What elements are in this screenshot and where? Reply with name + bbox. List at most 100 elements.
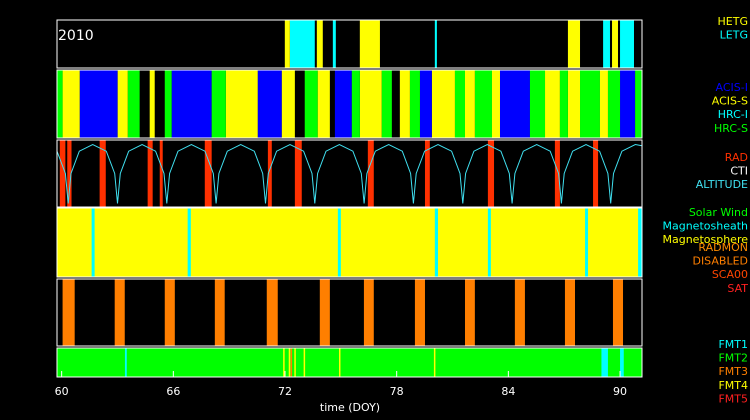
- interval-band: [559, 70, 568, 138]
- interval-band: [62, 279, 75, 346]
- legend-label: SAT: [727, 282, 748, 295]
- x-tick-label: 60: [55, 385, 69, 398]
- interval-band: [284, 20, 290, 68]
- interval-band: [257, 70, 282, 138]
- interval-band: [414, 279, 425, 346]
- interval-band: [580, 70, 600, 138]
- panel-frame: [56, 19, 643, 69]
- interval-band: [149, 70, 155, 138]
- interval-band: [585, 208, 589, 277]
- interval-band: [487, 208, 491, 277]
- interval-band: [164, 279, 175, 346]
- x-tick-label: 66: [166, 385, 180, 398]
- legend-label: Magnetosphere: [663, 233, 749, 246]
- legend-label: Magnetosheath: [663, 220, 749, 233]
- panel-frame: [56, 69, 643, 139]
- interval-band: [635, 70, 642, 138]
- interval-band: [164, 70, 172, 138]
- interval-band: [612, 279, 624, 346]
- interval-band: [266, 279, 278, 346]
- interval-band: [529, 70, 546, 138]
- legend-label: ALTITUDE: [696, 178, 748, 191]
- interval-band: [337, 208, 341, 277]
- interval-band: [593, 140, 599, 207]
- interval-band: [409, 70, 420, 138]
- interval-band: [159, 140, 163, 207]
- legend-label: HRC-S: [714, 122, 748, 135]
- x-axis-title: time (DOY): [320, 401, 380, 414]
- panel-frame: [56, 139, 643, 208]
- interval-band: [211, 70, 226, 138]
- interval-band: [545, 70, 560, 138]
- interval-band: [464, 279, 475, 346]
- interval-band: [399, 70, 410, 138]
- interval-band: [62, 70, 80, 138]
- interval-band: [567, 70, 581, 138]
- interval-band: [316, 20, 323, 68]
- plot-layer: [56, 20, 643, 377]
- year-label: 2010: [58, 28, 94, 44]
- x-tick-label: 84: [501, 385, 515, 398]
- interval-band: [499, 70, 530, 138]
- interval-band: [603, 20, 610, 68]
- legend-label: ACIS-I: [716, 81, 748, 94]
- interval-band: [99, 140, 106, 207]
- interval-band: [127, 70, 140, 138]
- interval-band: [304, 70, 318, 138]
- interval-band: [487, 140, 495, 207]
- legend-label: CTI: [730, 165, 748, 178]
- legend-label: Solar Wind: [689, 206, 748, 219]
- interval-band: [171, 70, 212, 138]
- interval-band: [620, 20, 634, 68]
- interval-band: [601, 348, 608, 377]
- interval-band: [214, 279, 225, 346]
- interval-band: [294, 348, 296, 377]
- interval-band: [338, 348, 341, 377]
- interval-band: [67, 140, 72, 207]
- interval-band: [317, 70, 330, 138]
- interval-band: [59, 140, 66, 207]
- interval-band: [359, 20, 380, 68]
- interval-band: [567, 20, 581, 68]
- interval-band: [124, 348, 127, 377]
- panel-background: [57, 279, 642, 346]
- legend-label: HRC-I: [718, 108, 748, 121]
- legend-label: LETG: [720, 29, 748, 42]
- interval-band: [290, 348, 293, 377]
- panel-frame: [56, 207, 643, 278]
- interval-band: [433, 348, 436, 377]
- interval-band: [117, 70, 128, 138]
- interval-band: [607, 70, 621, 138]
- interval-band: [351, 70, 360, 138]
- interval-band: [187, 208, 191, 277]
- interval-band: [303, 348, 306, 377]
- interval-band: [454, 70, 465, 138]
- interval-band: [57, 348, 642, 377]
- legend-label: FMT4: [718, 379, 748, 392]
- interval-band: [114, 279, 125, 346]
- interval-band: [424, 140, 430, 207]
- interval-band: [419, 70, 432, 138]
- legend-label: FMT1: [718, 338, 748, 351]
- interval-band: [334, 70, 352, 138]
- x-tick-label: 90: [613, 385, 627, 398]
- interval-band: [288, 348, 291, 377]
- panel-frame: [56, 278, 643, 347]
- interval-band: [564, 279, 575, 346]
- legend-label: SCA00: [712, 268, 748, 281]
- legend-label: ACIS-S: [712, 95, 748, 108]
- interval-band: [431, 70, 455, 138]
- legend-label: DISABLED: [692, 255, 748, 268]
- interval-band: [91, 208, 95, 277]
- interval-band: [57, 70, 63, 138]
- interval-band: [225, 70, 258, 138]
- interval-band: [554, 140, 560, 207]
- interval-band: [367, 140, 374, 207]
- interval-band: [620, 348, 624, 377]
- legend-label: RADMON: [698, 241, 748, 254]
- interval-band: [283, 348, 285, 377]
- interval-band: [359, 70, 382, 138]
- legend-label: FMT2: [718, 352, 748, 365]
